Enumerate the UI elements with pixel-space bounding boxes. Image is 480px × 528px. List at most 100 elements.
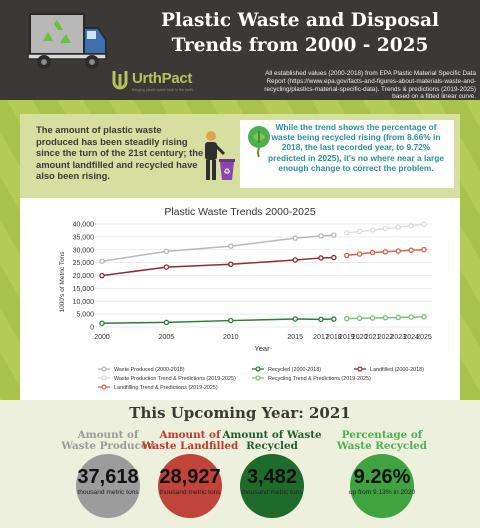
x-tick-label: 2000 xyxy=(94,334,110,341)
data-point xyxy=(228,317,234,324)
data-point xyxy=(228,243,234,249)
data-point xyxy=(369,315,376,321)
stat-title: Percentage of Waste Recycled xyxy=(336,429,428,452)
data-point xyxy=(408,223,414,229)
chart-grid xyxy=(96,223,432,328)
data-point xyxy=(318,316,324,323)
data-point xyxy=(318,233,324,239)
data-point xyxy=(331,232,337,238)
chart-legend: Waste Produced (2000-2018) Recycled (2000… xyxy=(98,366,424,391)
x-tick-label: 2019 xyxy=(339,334,355,341)
y-tick-label: 20,000 xyxy=(73,273,95,280)
y-tick-label: 35,000 xyxy=(73,234,95,241)
data-point xyxy=(331,254,337,261)
legend-marker xyxy=(255,366,261,372)
intro-left-text: The amount of plastic waste produced has… xyxy=(36,124,204,181)
stat-circle xyxy=(350,454,414,518)
y-axis: 0 5,000 10,000 15,000 20,000 25,000 30,000 35,0… xyxy=(73,222,95,332)
stat-circle xyxy=(76,454,140,518)
x-tick-label: 2015 xyxy=(287,334,303,341)
data-point xyxy=(343,315,350,322)
data-point xyxy=(292,257,298,263)
data-point xyxy=(356,228,363,235)
data-point xyxy=(421,314,427,320)
y-tick-label: 0 xyxy=(90,325,94,332)
data-point xyxy=(343,230,350,236)
y-tick-label: 30,000 xyxy=(73,247,95,254)
recycling-truck-icon xyxy=(27,13,107,69)
data-point xyxy=(292,235,298,241)
x-tick-label: 2020 xyxy=(352,334,368,341)
data-point xyxy=(228,261,234,267)
series-line-0 xyxy=(101,234,334,262)
stat-value: 37,618 xyxy=(77,466,139,488)
person-recycling-icon: ♻ xyxy=(205,131,235,180)
logo-tagline: Bringing plastic waste back to the earth xyxy=(132,88,193,92)
stats-heading: This Upcoming Year: 2021 xyxy=(129,404,351,422)
x-axis: 2000 2005 2010 2015 201720182019202020212022… xyxy=(94,334,432,341)
page-title: Plastic Waste and Disposal Trends from 2… xyxy=(161,10,439,56)
data-point xyxy=(163,248,170,255)
data-point xyxy=(356,251,363,257)
stat-unit: thousand metric tons xyxy=(77,489,139,496)
data-point xyxy=(395,248,401,254)
chart-series xyxy=(99,221,427,326)
data-point xyxy=(421,246,427,253)
recycling-leaf-icon xyxy=(248,126,270,158)
chart-panel xyxy=(20,198,460,400)
x-tick-label: 2023 xyxy=(390,334,406,341)
data-point xyxy=(382,249,389,255)
data-point xyxy=(421,221,427,228)
legend-label: Landfilled (2000-2018) xyxy=(370,367,424,373)
source-note: All established values (2000-2018) from … xyxy=(264,70,476,101)
stat-value: 3,482 xyxy=(246,466,298,488)
legend-marker xyxy=(101,375,107,381)
x-axis-label: Year xyxy=(254,344,270,353)
stat-circle xyxy=(240,454,304,518)
data-point xyxy=(408,314,414,320)
data-point xyxy=(331,316,337,322)
y-tick-label: 5,000 xyxy=(76,312,94,319)
legend-marker xyxy=(357,366,363,372)
data-point xyxy=(343,252,350,259)
data-point xyxy=(292,316,298,322)
y-tick-label: 10,000 xyxy=(73,299,95,306)
stat-unit: thousand metric tons xyxy=(241,489,303,496)
y-axis-label: 1000's of Metric Tons xyxy=(59,251,66,313)
info-box xyxy=(240,120,454,188)
line-chart: Plastic Waste Trends 2000-2025 0 5,000 10,… xyxy=(59,206,432,391)
data-point xyxy=(382,314,389,321)
y-tick-label: 15,000 xyxy=(73,286,95,293)
urthpact-u-icon xyxy=(112,71,128,90)
legend-marker xyxy=(101,366,107,372)
stat-title: Amount of Waste Landfilled xyxy=(141,429,239,452)
chart-title: Plastic Waste Trends 2000-2025 xyxy=(164,206,316,218)
legend-label: Recycled (2000-2018) xyxy=(268,367,321,373)
stat-unit: thousand metric tons xyxy=(159,489,221,496)
y-tick-label: 40,000 xyxy=(73,222,95,229)
data-point xyxy=(369,249,376,256)
data-point xyxy=(99,258,105,264)
x-tick-label: 2010 xyxy=(223,334,239,341)
stat-unit: up from 9.13% in 2020 xyxy=(348,489,416,496)
data-point xyxy=(369,227,376,233)
legend-label: Landfilling Trend & Predictions (2019-20… xyxy=(114,385,218,391)
stat-title: Amount of Waste Produced xyxy=(61,429,155,452)
y-tick-label: 25,000 xyxy=(73,260,95,267)
legend-marker xyxy=(101,384,107,390)
data-point xyxy=(395,314,401,321)
legend-label: Recycling Trend & Predictions (2019-2025… xyxy=(268,376,371,382)
data-point xyxy=(318,255,324,261)
stat-value: 9.26% xyxy=(353,466,411,488)
data-point xyxy=(408,247,414,254)
data-point xyxy=(99,272,105,279)
data-point xyxy=(395,224,401,230)
legend-label: Waste Produced (2000-2018) xyxy=(114,367,185,373)
legend-label: Waste Production Trend & Predictions (20… xyxy=(114,376,236,382)
series-line-1 xyxy=(101,318,334,324)
urthpact-logo: UrthPact Bringing plastic waste back to … xyxy=(112,70,212,96)
data-point xyxy=(382,225,389,232)
intro-right-text: While the trend shows the percentage of … xyxy=(267,122,445,173)
x-tick-label: 2018 xyxy=(326,334,342,341)
x-tick-label: 2005 xyxy=(159,334,175,341)
